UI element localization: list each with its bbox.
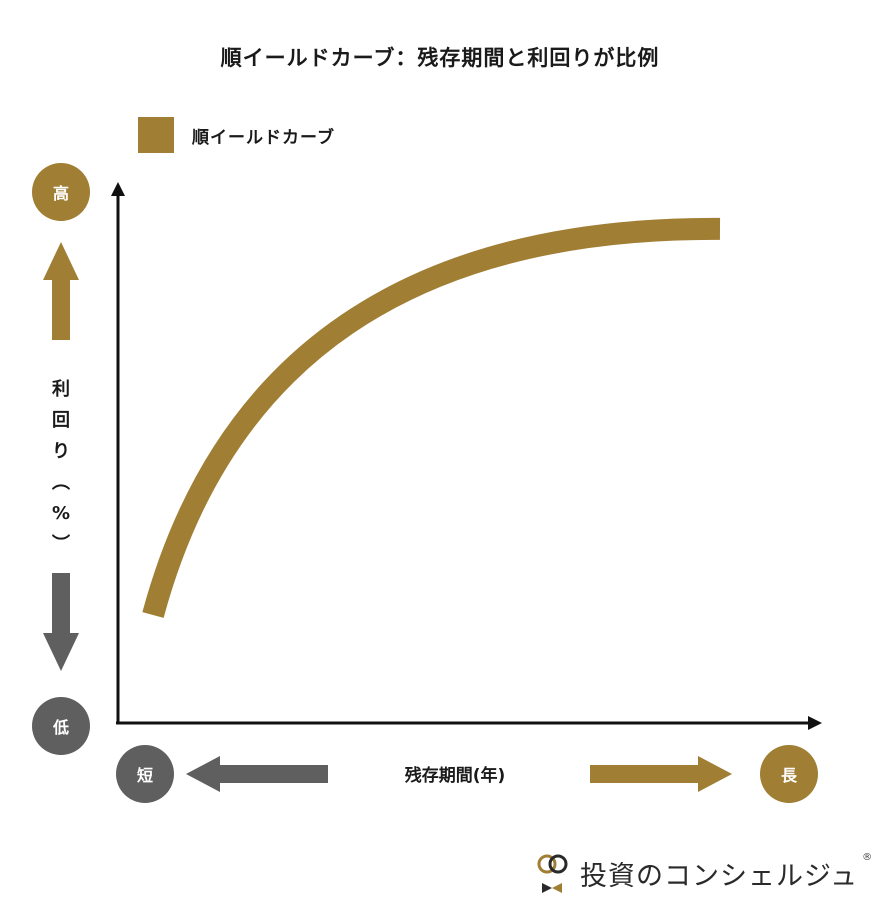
chart-title: 順イールドカーブ：残存期間と利回りが比例 xyxy=(220,46,660,70)
y-low-badge: 低 xyxy=(32,697,90,755)
y-down-arrow xyxy=(43,573,79,671)
brand-logo: 投資のコンシェルジュ ® xyxy=(536,850,872,896)
legend-swatch xyxy=(138,117,174,153)
y-axis-label-char: 回 xyxy=(52,410,70,431)
x-left-arrow xyxy=(186,756,328,792)
y-axis-label-char: り xyxy=(52,441,70,462)
x-axis-label: 残存期間(年) xyxy=(404,766,506,786)
chart-legend: 順イールドカーブ xyxy=(138,117,335,153)
y-axis-label-char: 利 xyxy=(52,379,70,400)
x-right-arrow xyxy=(590,756,732,792)
y-axis-label-char: ︶ xyxy=(52,534,70,555)
legend-label: 順イールドカーブ xyxy=(192,127,335,148)
rings-icon xyxy=(537,854,568,893)
y-high-badge: 高 xyxy=(32,163,90,221)
y-up-arrow xyxy=(43,242,79,340)
x-long-badge: 長 xyxy=(760,745,818,803)
brand-name: 投資のコンシェルジュ xyxy=(580,860,859,892)
y-axis-arrowhead xyxy=(111,182,125,196)
y-axis-label-char: ︵ xyxy=(52,472,70,493)
y-axis-label: 利回り ︵% ︶ xyxy=(44,374,78,560)
series-line xyxy=(142,217,721,618)
x-short-badge: 短 xyxy=(116,745,174,803)
x-axis-arrowhead xyxy=(808,716,822,730)
registered-mark: ® xyxy=(862,852,873,863)
y-axis-label-char: % xyxy=(51,503,71,524)
